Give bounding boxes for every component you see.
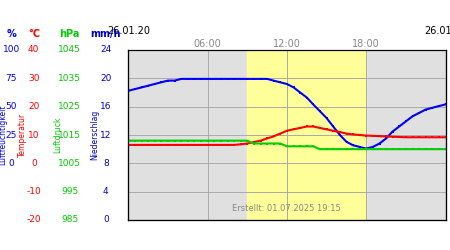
Text: Temperatur: Temperatur [18,113,27,157]
Text: mm/h: mm/h [90,29,121,39]
Text: -10: -10 [27,187,41,196]
Text: 100: 100 [3,46,20,54]
Text: Niederschlag: Niederschlag [90,110,99,160]
Text: 8: 8 [103,159,108,168]
Text: 30: 30 [28,74,40,83]
Text: -20: -20 [27,216,41,224]
Text: %: % [6,29,16,39]
Text: 50: 50 [5,102,17,111]
Text: Erstellt: 01.07.2025 19:15: Erstellt: 01.07.2025 19:15 [233,204,341,213]
Text: °C: °C [28,29,40,39]
Text: 20: 20 [100,74,112,83]
Text: 20: 20 [28,102,40,111]
Text: Luftfeuchtigkeit: Luftfeuchtigkeit [0,105,7,165]
Text: 995: 995 [61,187,78,196]
Text: 1025: 1025 [58,102,81,111]
Text: 1035: 1035 [58,74,81,83]
Text: 24: 24 [100,46,112,54]
Text: 985: 985 [61,216,78,224]
Text: 0: 0 [31,159,36,168]
Text: 16: 16 [100,102,112,111]
Bar [247,50,366,220]
Text: 40: 40 [28,46,40,54]
Text: Luftdruck: Luftdruck [53,117,62,153]
Text: 75: 75 [5,74,17,83]
Text: 1045: 1045 [58,46,81,54]
Text: 10: 10 [28,130,40,140]
Text: 0: 0 [9,159,14,168]
Text: 12: 12 [100,130,112,140]
Text: 0: 0 [103,216,108,224]
Text: 4: 4 [103,187,108,196]
Text: 1005: 1005 [58,159,81,168]
Text: 1015: 1015 [58,130,81,140]
Text: hPa: hPa [59,29,80,39]
Text: 25: 25 [5,130,17,140]
